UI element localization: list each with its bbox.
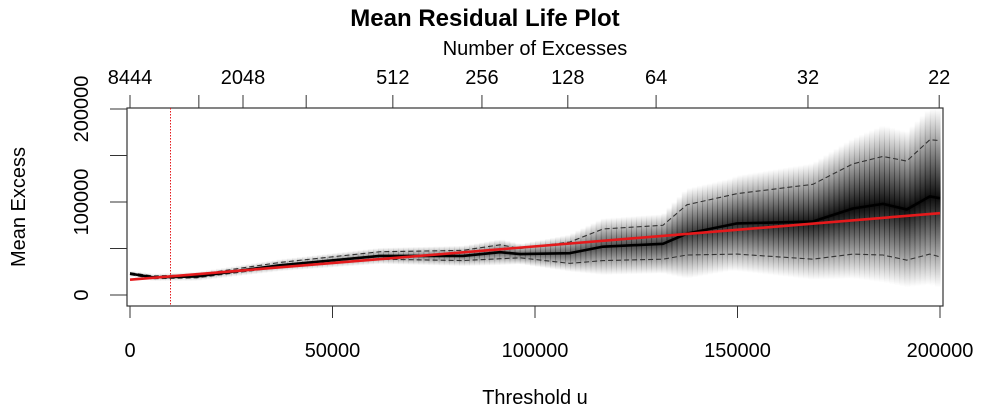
- linear-fit-line: [129, 211, 941, 281]
- axes: 0 50000 100000 150000 200000 0 100000 200000 844…: [71, 67, 973, 362]
- x-tick-label: 150000: [704, 340, 771, 362]
- top-tick-label: 256: [465, 67, 498, 89]
- top-tick-label: 32: [797, 67, 819, 89]
- y-axis-label: Mean Excess: [8, 147, 30, 267]
- y-tick-label: 200000: [71, 76, 93, 143]
- top-tick-label: 2048: [221, 67, 266, 89]
- lower-confidence-line: [129, 253, 941, 280]
- top-tick-label: 64: [645, 67, 667, 89]
- chart-title: Mean Residual Life Plot: [350, 5, 619, 32]
- x-tick-label: 0: [124, 340, 135, 362]
- y-tick-label: 0: [71, 289, 93, 300]
- top-tick-label: 22: [928, 67, 950, 89]
- mean-excess-line: [129, 195, 941, 279]
- top-tick-label: 512: [376, 67, 409, 89]
- x-tick-label: 50000: [305, 340, 361, 362]
- y-tick-label: 100000: [71, 169, 93, 236]
- top-tick-label: 128: [551, 67, 584, 89]
- confidence-shading: [130, 108, 941, 288]
- top-tick-label: 8444: [108, 67, 153, 89]
- x-axis-label: Threshold u: [482, 387, 588, 409]
- series-lines: [129, 139, 941, 281]
- x-tick-label: 200000: [907, 340, 974, 362]
- x-tick-label: 100000: [502, 340, 569, 362]
- top-axis-label: Number of Excesses: [443, 38, 628, 60]
